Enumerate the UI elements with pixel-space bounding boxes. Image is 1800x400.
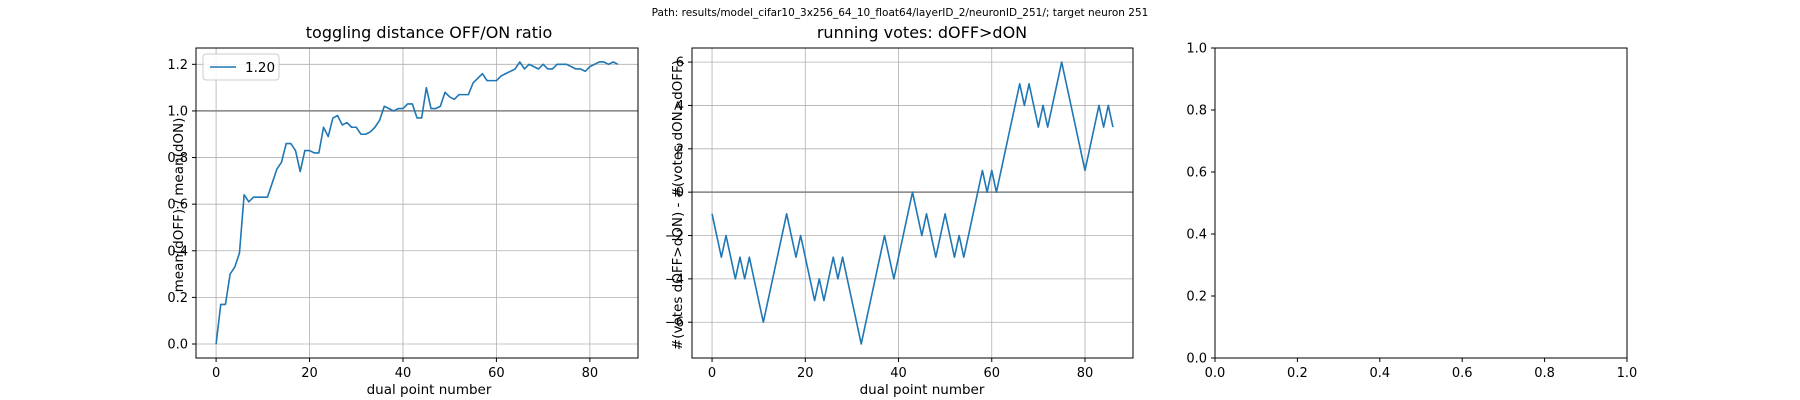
ratio-chart-xtick-label: 0: [212, 366, 220, 381]
ratio-chart-ytick-label: 0.2: [167, 291, 188, 306]
ratio-chart-ylabel: mean(dOFF) / mean(dON): [171, 118, 187, 293]
ratio-chart-ytick-label: 1.0: [167, 104, 188, 119]
ratio-chart-ytick-label: 1.2: [167, 58, 188, 73]
empty-chart-xtick-label: 0.6: [1452, 366, 1473, 381]
ratio-chart-xlabel: dual point number: [367, 382, 492, 398]
ratio-chart-frame: [195, 47, 639, 359]
empty-chart-ytick-label: 0.6: [1186, 166, 1207, 181]
ratio-chart-ytick-label: 0.0: [167, 338, 188, 353]
votes-chart-ytick-label: 2: [676, 142, 684, 157]
votes-chart-xtick-label: 40: [890, 366, 907, 381]
ratio-chart-legend-label: 1.20: [245, 60, 275, 76]
votes-chart-ytick-label: 6: [676, 56, 684, 71]
votes-chart-xlabel: dual point number: [860, 382, 985, 398]
ratio-chart-xtick-label: 40: [395, 366, 412, 381]
empty-chart-xtick-label: 0.8: [1534, 366, 1555, 381]
empty-chart-xtick-label: 0.4: [1369, 366, 1390, 381]
ratio-chart-ytick-label: 0.6: [167, 198, 188, 213]
votes-chart-ytick-label: −6: [665, 316, 684, 331]
ratio-chart: toggling distance OFF/ON ratio dual poin…: [167, 23, 639, 398]
ratio-chart-xtick-label: 60: [488, 366, 505, 381]
votes-chart-series-line: [711, 61, 1114, 345]
votes-chart-title: running votes: dOFF>dON: [817, 23, 1027, 42]
figure-suptitle: Path: results/model_cifar10_3x256_64_10_…: [652, 7, 1149, 19]
ratio-chart-ytick-label: 0.8: [167, 151, 188, 166]
empty-chart-ytick-label: 0.2: [1186, 290, 1207, 305]
ratio-chart-title: toggling distance OFF/ON ratio: [306, 23, 552, 42]
votes-chart-xtick-label: 20: [797, 366, 814, 381]
ratio-chart-xtick-label: 20: [301, 366, 318, 381]
votes-chart-ytick-label: 4: [676, 99, 684, 114]
ratio-chart-series-line: [215, 61, 619, 345]
empty-chart-xtick-label: 1.0: [1617, 366, 1638, 381]
empty-chart: 0.0 0.2 0.4 0.6 0.8 1.0 0.0 0.2 0.4 0.6 0.8 1.0: [1186, 42, 1637, 382]
votes-chart-ytick-label: 0: [676, 186, 684, 201]
votes-chart-frame: [691, 47, 1134, 359]
votes-chart-xtick-label: 80: [1077, 366, 1094, 381]
votes-chart: running votes: dOFF>dON dual point numbe…: [665, 23, 1134, 398]
votes-chart-ylabel: #(votes dOFF>dON) - #(votes dON>dOFF): [670, 60, 686, 350]
votes-chart-xtick-label: 60: [983, 366, 1000, 381]
empty-chart-xtick-label: 0.2: [1287, 366, 1308, 381]
empty-chart-ytick-label: 0.4: [1186, 228, 1207, 243]
empty-chart-frame: [1214, 47, 1628, 359]
votes-chart-xtick-label: 0: [708, 366, 716, 381]
votes-chart-ytick-label: −2: [665, 229, 684, 244]
empty-chart-ytick-label: 0.0: [1186, 352, 1207, 367]
empty-chart-ytick-label: 1.0: [1186, 42, 1207, 57]
ratio-chart-legend-box: [202, 53, 280, 81]
ratio-chart-xtick-label: 80: [582, 366, 599, 381]
empty-chart-ytick-label: 0.8: [1186, 104, 1207, 119]
ratio-chart-ytick-label: 0.4: [167, 244, 188, 259]
votes-chart-ytick-label: −4: [665, 272, 684, 287]
empty-chart-xtick-label: 0.0: [1205, 366, 1226, 381]
